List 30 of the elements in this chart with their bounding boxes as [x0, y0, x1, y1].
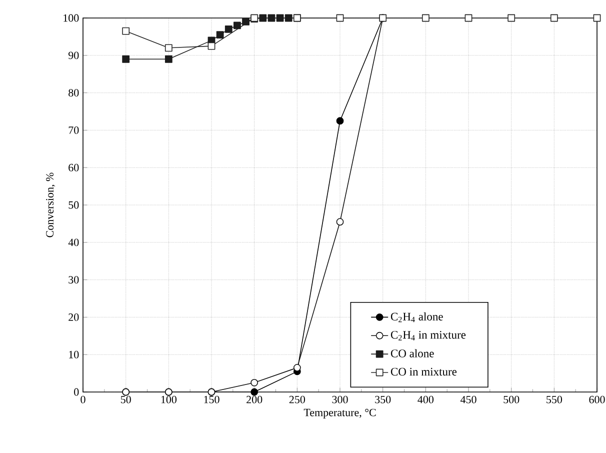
x-tick-label: 50 [120, 396, 131, 404]
legend-label: CO in mixture [390, 368, 457, 376]
x-tick-label: 500 [504, 396, 520, 404]
y-tick-label: 70 [68, 126, 79, 134]
y-tick-label: 50 [68, 201, 79, 209]
legend-label: C$_{2}$H$_{4}$ in mixture [390, 331, 466, 340]
y-tick-label: 30 [68, 276, 79, 284]
legend-label: C$_{2}$H$_{4}$ alone [390, 312, 443, 322]
y-tick-label: 90 [68, 52, 79, 60]
y-tick-label: 40 [68, 238, 79, 246]
y-tick-label: 80 [68, 89, 79, 97]
y-tick-label: 20 [68, 313, 79, 321]
y-axis-title: Conversion, % [46, 172, 56, 238]
x-tick-label: 400 [418, 396, 434, 404]
x-tick-label: 200 [246, 396, 262, 404]
x-axis-title: Temperature, °C [304, 408, 376, 418]
y-tick-label: 10 [69, 350, 79, 358]
x-tick-label: 250 [289, 396, 305, 404]
y-tick-label: 100 [64, 14, 79, 22]
x-tick-label: 150 [204, 396, 220, 404]
x-tick-label: 600 [589, 396, 605, 404]
x-tick-label: 300 [332, 396, 348, 404]
y-tick-label: 60 [68, 164, 79, 172]
x-tick-label: 550 [546, 396, 562, 404]
y-tick-label: 0 [74, 388, 79, 396]
x-tick-label: 100 [161, 396, 176, 404]
legend-label: CO alone [390, 349, 434, 358]
x-tick-label: 0 [80, 396, 86, 404]
x-tick-label: 350 [375, 396, 391, 404]
x-tick-label: 450 [460, 396, 476, 404]
